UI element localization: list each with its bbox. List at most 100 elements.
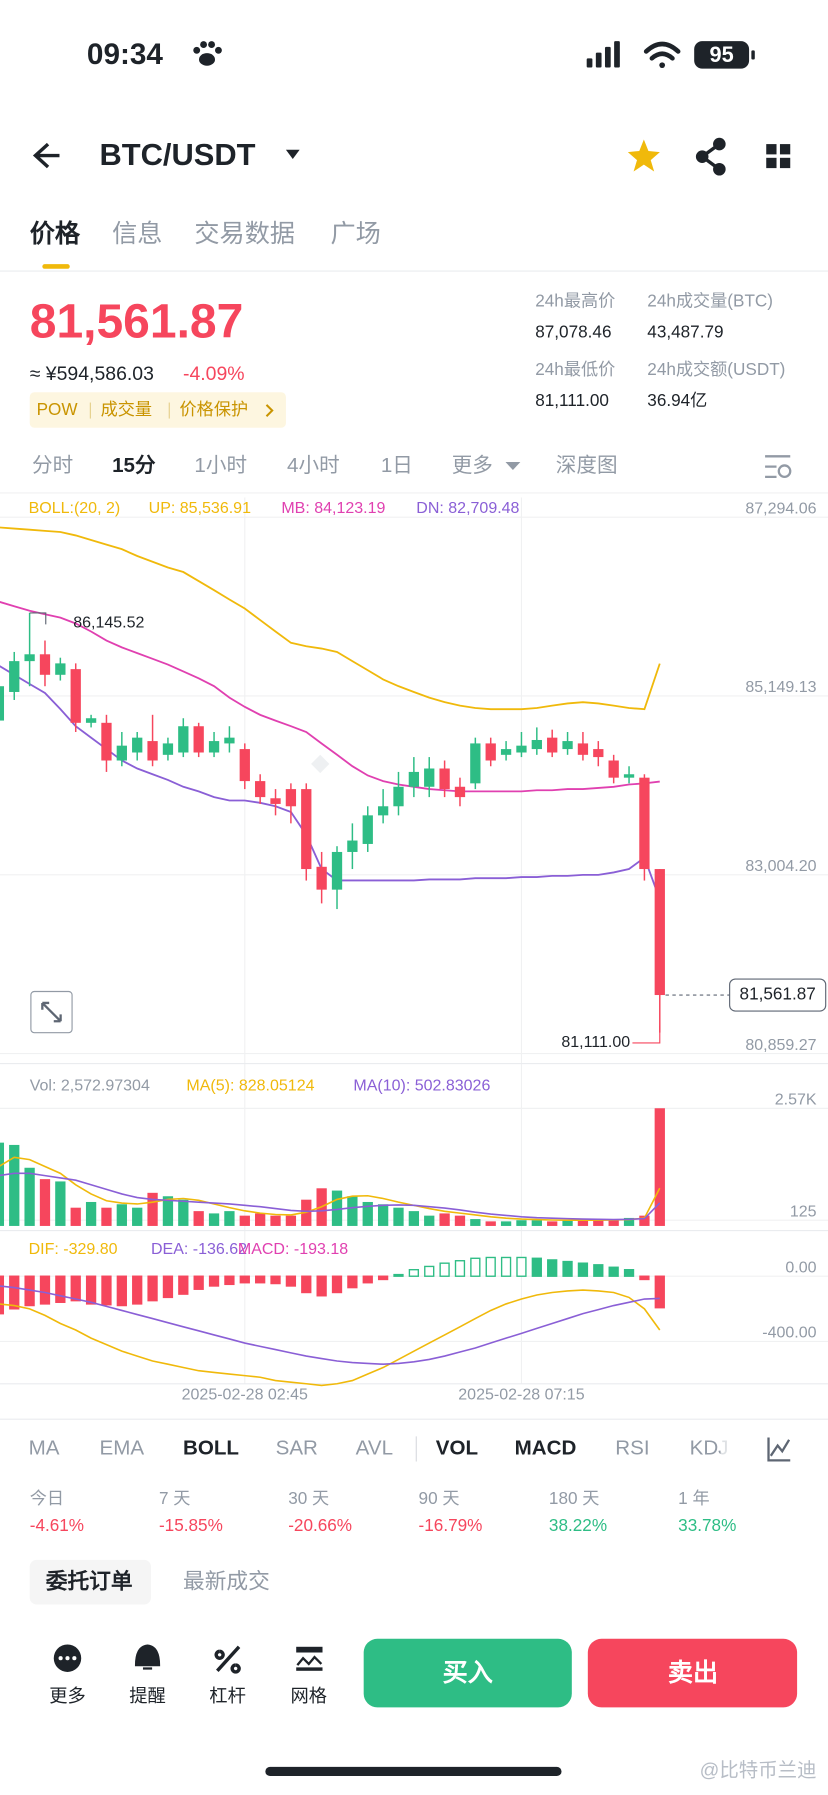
volume-bar (377, 1204, 389, 1226)
favorite-star[interactable] (627, 139, 660, 172)
indicator[interactable]: AVL (356, 1436, 393, 1459)
chart-settings[interactable] (765, 455, 792, 479)
candle-body (593, 749, 604, 758)
perf-value: -15.85% (159, 1515, 223, 1535)
volume-bar (331, 1190, 343, 1226)
candle-body (101, 722, 112, 761)
macd-bar (485, 1256, 496, 1277)
sell-label[interactable]: 卖出 (668, 1659, 718, 1687)
tab[interactable]: 信息 (112, 220, 162, 248)
indicator[interactable]: MACD (515, 1436, 577, 1459)
perf-value: -20.66% (288, 1515, 352, 1535)
expand-button[interactable] (30, 990, 73, 1034)
grid-menu[interactable] (766, 144, 791, 169)
last-price-label: 81,561.87 (740, 984, 816, 1004)
macd-bar (623, 1269, 635, 1277)
more-dropdown[interactable] (505, 462, 521, 471)
volume-bar (239, 1215, 250, 1226)
buy-button[interactable] (363, 1638, 572, 1708)
interval[interactable]: 分时 (32, 454, 73, 477)
pair-dropdown[interactable] (285, 149, 300, 159)
candle-body (331, 851, 343, 890)
tag[interactable]: POW (37, 399, 79, 419)
tag[interactable]: 成交量 (101, 399, 152, 419)
stat-label: 24h最低价 (535, 359, 615, 379)
tab[interactable]: 广场 (331, 220, 381, 248)
interval[interactable]: 深度图 (556, 454, 618, 477)
indicator[interactable]: BOLL (183, 1436, 239, 1459)
indicator[interactable]: RSI (615, 1436, 649, 1459)
macd-bar (424, 1265, 435, 1277)
volume-bar (270, 1215, 281, 1226)
candle-body (193, 726, 204, 753)
action-label[interactable]: 杠杆 (209, 1685, 246, 1706)
candle-body (516, 745, 527, 753)
x-tick-label: 2025-02-28 02:45 (182, 1386, 308, 1403)
indicator[interactable]: KDJ (690, 1436, 729, 1459)
tag[interactable]: 价格保护 (180, 399, 249, 419)
candle-body (39, 654, 51, 675)
legend-entry: MB: 84,123.19 (281, 500, 385, 517)
volume-bar (147, 1192, 158, 1226)
share-button[interactable] (695, 137, 726, 176)
volume-bar (639, 1215, 650, 1226)
candle-body (654, 869, 665, 996)
tab-box (29, 1559, 151, 1605)
macd-bar (70, 1275, 81, 1302)
battery-level: 95 (710, 42, 734, 67)
indicator[interactable]: EMA (100, 1436, 145, 1459)
buy-label[interactable]: 买入 (443, 1659, 493, 1687)
volume-bar (424, 1215, 435, 1226)
indicator[interactable]: MA (29, 1436, 60, 1459)
pair-name[interactable]: BTC/USDT (100, 137, 256, 172)
candle-body (270, 798, 281, 804)
perf-label: 1 年 (678, 1488, 709, 1508)
candle-body (485, 743, 496, 761)
interval[interactable]: 1日 (381, 454, 413, 477)
macd-bar (654, 1275, 665, 1309)
tab[interactable]: 价格 (30, 219, 81, 248)
macd-bar (577, 1262, 589, 1277)
candle-body (239, 749, 250, 782)
interval[interactable]: 4小时 (287, 454, 340, 477)
cny-price: ≈ ¥594,586.03 (30, 363, 154, 385)
y-tick-label: 125 (790, 1203, 817, 1220)
interval[interactable]: 1小时 (194, 454, 247, 477)
interval[interactable]: 更多 (452, 454, 493, 477)
macd-bar (516, 1256, 527, 1277)
candle-body (55, 663, 66, 675)
back-button[interactable] (32, 142, 60, 169)
interval[interactable]: 15分 (112, 454, 156, 477)
macd-bar (116, 1275, 127, 1307)
macd-bar (408, 1269, 420, 1277)
candle-body (531, 739, 542, 750)
low-marker (632, 1025, 661, 1044)
macd-bar (285, 1275, 297, 1287)
sell-button[interactable] (587, 1638, 798, 1708)
order-tab[interactable]: 委托订单 (45, 1568, 133, 1593)
action-label[interactable]: 网格 (291, 1685, 328, 1706)
action-label[interactable]: 提醒 (129, 1685, 166, 1706)
performance: 今日 -4.61% 7 天 -15.85% 30 天 -20.66% 90 天 -16.79%… (30, 1488, 737, 1535)
legend-entry: MACD: -193.18 (238, 1241, 348, 1258)
legend-entry: DIF: -329.80 (29, 1241, 118, 1258)
perf-value: 33.78% (678, 1515, 736, 1535)
volume-bar (516, 1220, 527, 1226)
logo (311, 754, 330, 774)
action-label[interactable]: 更多 (49, 1685, 86, 1706)
volume-bar (55, 1181, 66, 1226)
y-tick-label: 0.00 (785, 1259, 816, 1276)
price-change: -4.09% (183, 363, 245, 385)
macd-bar (270, 1275, 281, 1285)
legend-title: BOLL:(20, 2) (29, 500, 121, 517)
tab[interactable]: 交易数据 (194, 220, 295, 248)
indicator[interactable]: VOL (436, 1436, 478, 1459)
y-tick-label: 80,859.27 (745, 1037, 816, 1054)
candle-body (316, 866, 327, 890)
indicator-settings[interactable] (767, 1437, 791, 1462)
candle-body (208, 741, 220, 753)
indicator[interactable]: SAR (276, 1436, 318, 1459)
order-tab[interactable]: 最新成交 (183, 1568, 270, 1593)
high-label: 86,145.52 (73, 614, 144, 631)
macd-bar (593, 1264, 604, 1277)
